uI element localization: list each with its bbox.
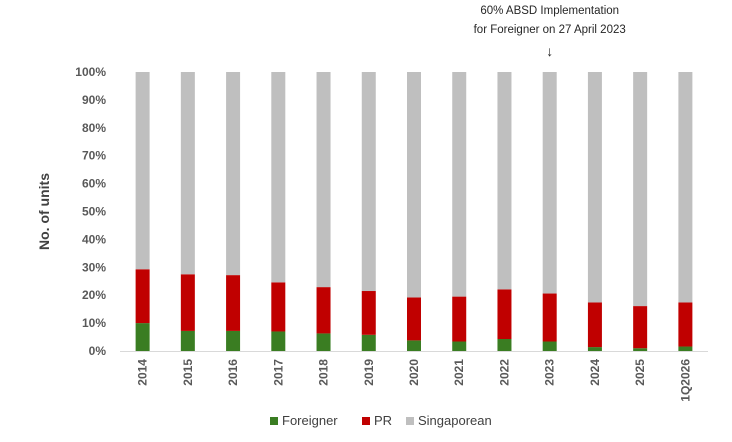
legend: Foreigner PR Singaporean bbox=[270, 413, 492, 428]
bar-segment-pr bbox=[542, 293, 557, 342]
bar-segment-singaporean bbox=[316, 72, 331, 288]
bar-segment-foreigner bbox=[678, 346, 693, 351]
bar-segment-pr bbox=[361, 291, 376, 335]
bar-segment-pr bbox=[497, 289, 512, 340]
bar-segment-singaporean bbox=[135, 72, 150, 270]
x-tick-label: 2023 bbox=[543, 359, 557, 386]
x-tick-label: 2024 bbox=[588, 359, 602, 386]
bar-segment-foreigner bbox=[452, 341, 467, 351]
annotation-arrow-icon: ↓ bbox=[546, 43, 553, 59]
annotation-line-1: 60% ABSD Implementation bbox=[480, 5, 619, 17]
x-tick-label: 2016 bbox=[226, 359, 240, 386]
bar-segment-foreigner bbox=[316, 333, 331, 351]
bar-segment-pr bbox=[678, 302, 693, 347]
bar-segment-foreigner bbox=[271, 331, 286, 351]
bar-segment-pr bbox=[135, 269, 150, 324]
bars-group bbox=[135, 72, 693, 351]
bar-segment-singaporean bbox=[542, 72, 557, 294]
x-tick-label: 2014 bbox=[136, 359, 150, 386]
x-tick-label: 2015 bbox=[181, 359, 195, 386]
bar-segment-singaporean bbox=[587, 72, 602, 303]
bar-segment-pr bbox=[587, 302, 602, 348]
bar-segment-foreigner bbox=[180, 330, 195, 351]
x-tick-label: 2022 bbox=[497, 359, 511, 386]
y-tick-label: 40% bbox=[82, 232, 106, 246]
bar-segment-singaporean bbox=[271, 72, 286, 283]
bar-segment-pr bbox=[633, 306, 648, 349]
y-tick-label: 30% bbox=[82, 260, 106, 274]
x-tick-label: 2020 bbox=[407, 359, 421, 386]
y-tick-label: 0% bbox=[89, 344, 107, 358]
x-tick-label: 2021 bbox=[452, 359, 466, 386]
y-tick-label: 50% bbox=[82, 205, 106, 219]
y-tick-label: 60% bbox=[82, 177, 106, 191]
y-tick-label: 20% bbox=[82, 288, 106, 302]
bar-segment-singaporean bbox=[497, 72, 512, 290]
bar-segment-singaporean bbox=[452, 72, 467, 297]
bar-segment-singaporean bbox=[678, 72, 693, 303]
y-tick-label: 100% bbox=[75, 65, 106, 79]
bar-segment-foreigner bbox=[407, 340, 421, 351]
y-tick-label: 10% bbox=[82, 316, 106, 330]
y-tick-label: 70% bbox=[82, 149, 106, 163]
x-tick-label: 2025 bbox=[633, 359, 647, 386]
legend-label-singaporean: Singaporean bbox=[418, 413, 492, 428]
annotation-line-2: for Foreigner on 27 April 2023 bbox=[474, 24, 626, 36]
x-tick-label: 1Q2026 bbox=[678, 359, 692, 402]
bar-segment-pr bbox=[180, 274, 195, 331]
bar-segment-foreigner bbox=[587, 347, 602, 351]
legend-swatch-foreigner bbox=[270, 417, 278, 425]
bar-segment-singaporean bbox=[180, 72, 195, 275]
bar-segment-foreigner bbox=[633, 348, 648, 351]
x-axis-ticks: 2014 2015 2016 2017 2018 2019 2020 2021 2022 2023… bbox=[136, 359, 693, 402]
bar-segment-singaporean bbox=[633, 72, 648, 307]
x-tick-label: 2017 bbox=[271, 359, 285, 386]
y-tick-label: 80% bbox=[82, 121, 106, 135]
legend-label-pr: PR bbox=[374, 413, 392, 428]
bar-segment-pr bbox=[452, 296, 467, 342]
bar-segment-foreigner bbox=[497, 339, 512, 351]
bar-segment-singaporean bbox=[226, 72, 241, 276]
bar-segment-foreigner bbox=[542, 341, 557, 351]
y-axis-label: No. of units bbox=[36, 173, 52, 250]
bar-segment-singaporean bbox=[361, 72, 376, 292]
bar-segment-pr bbox=[226, 275, 241, 331]
bar-segment-singaporean bbox=[407, 72, 421, 298]
bar-segment-foreigner bbox=[226, 330, 241, 351]
bar-segment-foreigner bbox=[135, 323, 150, 351]
x-tick-label: 2019 bbox=[362, 359, 376, 386]
bar-segment-pr bbox=[407, 297, 421, 341]
legend-swatch-pr bbox=[362, 417, 370, 425]
absd-annotation: 60% ABSD Implementation for Foreigner on… bbox=[474, 5, 626, 59]
legend-swatch-singaporean bbox=[406, 417, 414, 425]
bar-segment-foreigner bbox=[361, 334, 376, 351]
y-axis-ticks: 0% 10% 20% 30% 40% 50% 60% 70% 80% 90% 100% bbox=[75, 65, 106, 358]
x-tick-label: 2018 bbox=[317, 359, 331, 386]
bar-segment-pr bbox=[316, 287, 331, 334]
legend-label-foreigner: Foreigner bbox=[282, 413, 338, 428]
bar-segment-pr bbox=[271, 282, 286, 332]
y-tick-label: 90% bbox=[82, 93, 106, 107]
